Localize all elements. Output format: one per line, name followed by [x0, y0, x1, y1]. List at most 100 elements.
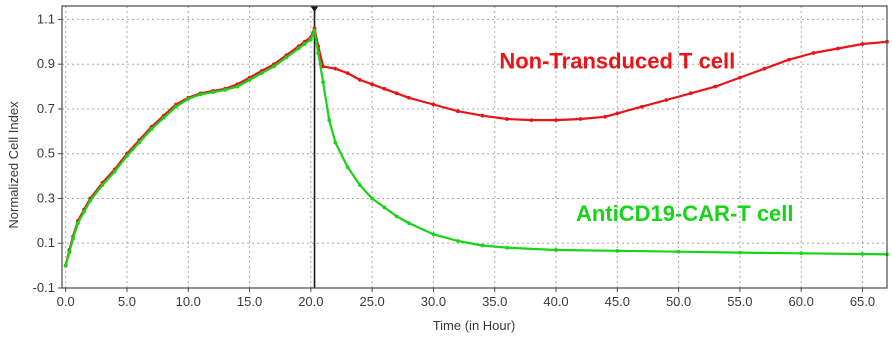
data-point	[676, 249, 681, 254]
series-annotation: AntiCD19-CAR-T cell	[576, 201, 794, 226]
data-point	[247, 77, 252, 82]
data-point	[321, 80, 326, 84]
data-point	[615, 111, 620, 116]
data-point	[762, 66, 767, 71]
data-point	[811, 51, 816, 55]
data-point	[308, 37, 313, 42]
y-tick-label: 1.1	[37, 11, 55, 26]
y-tick-labels: -0.1 0.1 0.3 0.5 0.7 0.9 1.1	[33, 11, 55, 295]
series-0	[63, 26, 889, 268]
data-point	[71, 236, 75, 241]
data-point	[321, 64, 326, 69]
data-point	[407, 95, 411, 100]
data-point	[100, 183, 105, 187]
data-point	[198, 92, 203, 97]
data-point	[327, 118, 332, 123]
data-point	[357, 77, 362, 82]
data-point	[161, 116, 166, 120]
data-point	[112, 169, 117, 174]
treatment-marker-arrow-icon	[310, 6, 319, 12]
data-point	[836, 46, 840, 51]
series-annotations: Non-Transduced T cell AntiCD19-CAR-T cell	[499, 49, 793, 226]
data-point	[63, 263, 68, 268]
data-point	[860, 42, 865, 46]
data-point	[713, 84, 718, 89]
x-tick-label: 45.0	[605, 294, 630, 309]
y-tick-label: -0.1	[33, 280, 55, 295]
y-tick-label: 0.5	[37, 146, 55, 161]
data-point	[431, 232, 436, 237]
data-point	[860, 252, 865, 256]
data-point	[505, 245, 509, 250]
data-point	[259, 71, 264, 76]
data-point	[223, 88, 227, 92]
data-point	[737, 75, 742, 80]
x-tick-label: 15.0	[237, 294, 262, 309]
data-point	[210, 90, 215, 95]
x-tick-label: 60.0	[789, 294, 814, 309]
series-1	[63, 28, 889, 268]
y-axis-title: Normalized Cell Index	[6, 101, 21, 229]
data-point	[480, 243, 485, 248]
data-point	[88, 198, 93, 203]
data-point	[296, 46, 301, 51]
treatment-marker	[310, 6, 319, 288]
y-tick-label: 0.3	[37, 190, 55, 205]
y-tick-label: 0.7	[37, 101, 55, 116]
x-tick-label: 40.0	[543, 294, 568, 309]
data-point	[302, 42, 307, 46]
x-tick-label: 5.0	[118, 294, 136, 309]
data-point	[394, 91, 399, 96]
series-annotation: Non-Transduced T cell	[499, 49, 735, 74]
series-layer	[63, 26, 889, 268]
plot-frame	[61, 5, 888, 289]
x-tick-label: 55.0	[727, 294, 752, 309]
data-point	[529, 118, 534, 123]
data-point	[787, 57, 791, 62]
data-point	[345, 71, 350, 76]
data-point	[688, 91, 693, 96]
x-axis-title: Time (in Hour)	[433, 318, 516, 333]
data-point	[125, 154, 129, 158]
data-point	[67, 250, 72, 255]
data-point	[615, 248, 620, 253]
data-point	[737, 250, 742, 255]
x-tick-label: 50.0	[666, 294, 691, 309]
x-tick-label: 20.0	[298, 294, 323, 309]
data-point	[799, 251, 804, 256]
data-point	[664, 98, 669, 102]
x-tick-label: 65.0	[850, 294, 875, 309]
x-tick-label: 30.0	[421, 294, 446, 309]
data-point	[312, 28, 317, 33]
data-point	[76, 221, 80, 225]
data-point	[639, 104, 644, 109]
data-point	[284, 55, 289, 60]
y-tick-label: 0.9	[37, 56, 55, 71]
data-point	[370, 82, 375, 87]
data-point	[370, 196, 375, 201]
data-point	[578, 117, 583, 121]
data-point	[186, 96, 191, 101]
data-point	[272, 64, 276, 69]
data-point	[456, 109, 460, 114]
data-point	[554, 248, 558, 252]
x-tick-labels: 0.0 5.0 10.0 15.0 20.0 25.0 30.0 35.0 40.0 45.0 50…	[57, 294, 876, 309]
data-point	[333, 140, 338, 145]
data-point	[603, 114, 607, 119]
y-tick-label: 0.1	[37, 235, 55, 250]
data-point	[394, 214, 399, 219]
x-tick-label: 35.0	[482, 294, 507, 309]
data-point	[431, 102, 436, 107]
series-line	[64, 29, 888, 266]
data-point	[407, 221, 411, 225]
x-tick-label: 10.0	[176, 294, 201, 309]
x-tick-label: 0.0	[57, 294, 75, 309]
data-point	[505, 117, 509, 121]
grid	[58, 6, 887, 292]
data-point	[82, 210, 86, 214]
data-point	[480, 113, 485, 118]
x-tick-label: 25.0	[359, 294, 384, 309]
data-point	[137, 140, 142, 145]
data-point	[345, 165, 350, 170]
